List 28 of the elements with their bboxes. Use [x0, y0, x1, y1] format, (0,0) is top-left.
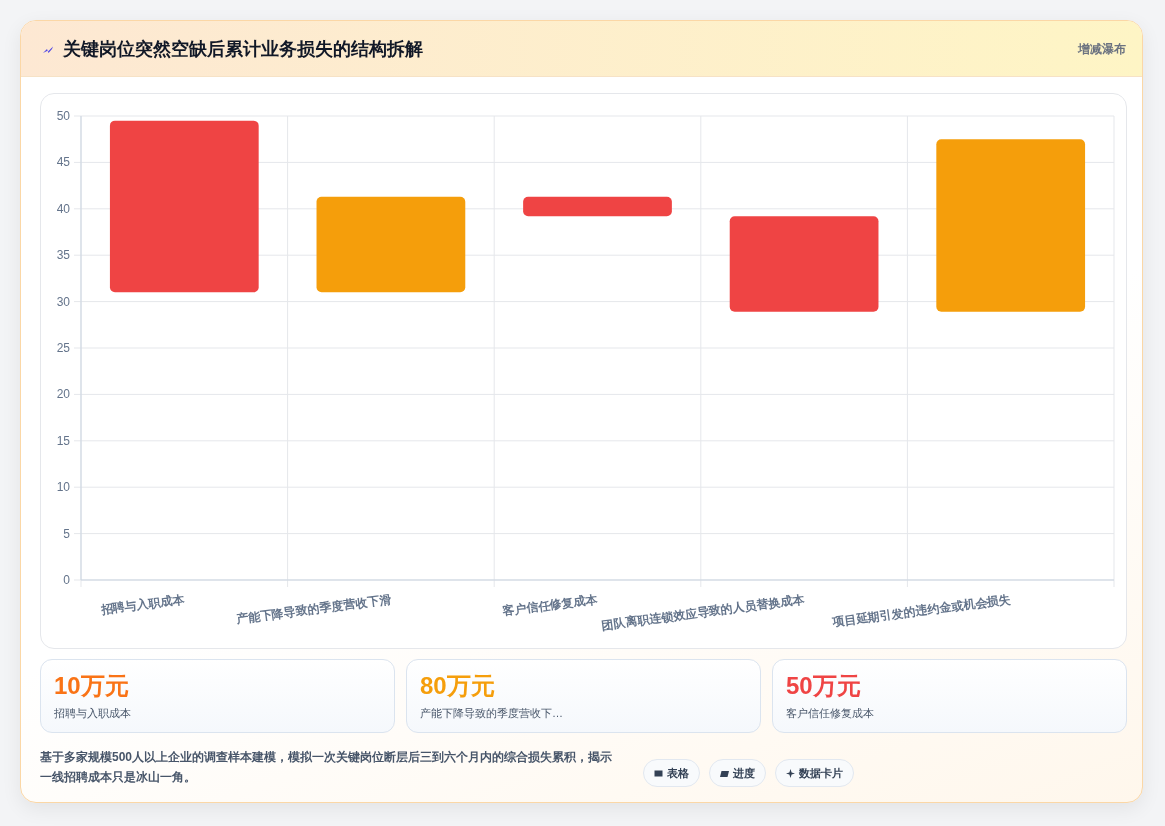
y-tick-label: 20 — [56, 387, 71, 402]
text: 进度 — [733, 765, 755, 781]
text: 50万元 — [786, 672, 861, 700]
text: 招聘与入职成本 — [54, 706, 131, 721]
y-tick-label: 15 — [56, 433, 71, 448]
y-tick-label: 50 — [56, 109, 71, 123]
text: 产能下降导致的季度营收下… — [420, 706, 563, 721]
y-tick-label: 0 — [63, 573, 71, 587]
text: 表格 — [667, 765, 689, 781]
chart-title: 关键岗位突然空缺后累计业务损失的结构拆解 — [63, 38, 423, 61]
y-tick-label: 30 — [56, 294, 71, 309]
x-tick-label: 产能下降导致的季度营收下滑 — [234, 592, 392, 627]
x-tick-label: 招聘与入职成本 — [99, 591, 187, 618]
y-tick-label: 40 — [56, 201, 71, 216]
chart-subtitle: 增减瀑布 — [1078, 41, 1126, 58]
y-tick-label: 5 — [63, 526, 71, 541]
text: 10万元 — [54, 672, 129, 700]
x-tick-label: 客户信任修复成本 — [500, 591, 600, 619]
text: 80万元 — [420, 672, 495, 700]
text: 客户信任修复成本 — [786, 706, 874, 721]
x-tick-label: 项目延期引发的违约金或机会损失 — [830, 591, 1013, 630]
y-tick-label: 25 — [56, 341, 71, 355]
y-tick-label: 35 — [56, 248, 71, 263]
x-tick-label: 团队离职连锁效应导致的人员替换成本 — [600, 591, 807, 633]
text: 基于多家规模500人以上企业的调查样本建模，模拟一次关键岗位断层后三到六个月内的综合损失累积，揭示一线招聘成本只是冰山一角。 — [40, 749, 614, 786]
text: 数据卡片 — [799, 765, 843, 781]
y-tick-label: 10 — [56, 480, 71, 495]
y-tick-label: 45 — [56, 155, 71, 170]
